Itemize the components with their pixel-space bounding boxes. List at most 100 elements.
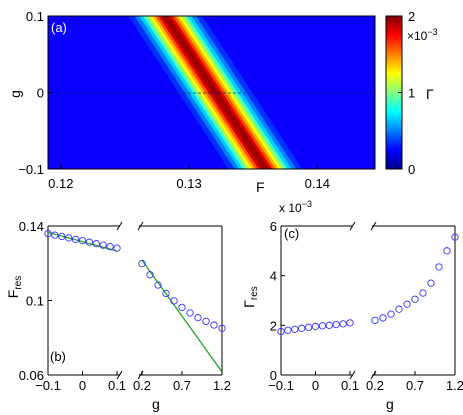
x-tick-label: 0.13 bbox=[176, 176, 201, 191]
data-point bbox=[71, 235, 80, 244]
data-point bbox=[298, 324, 306, 332]
data-point bbox=[332, 320, 340, 329]
data-point bbox=[210, 321, 218, 329]
data-point bbox=[58, 232, 66, 241]
x-tick-label: 0.7 bbox=[173, 378, 191, 393]
x-tick-label: 0.2 bbox=[366, 378, 384, 393]
data-point bbox=[138, 259, 146, 268]
data-point bbox=[92, 240, 100, 248]
data-point bbox=[427, 279, 435, 287]
colorbar-ticks: 2 1 0 bbox=[398, 9, 415, 177]
data-point bbox=[411, 295, 419, 303]
y-tick-label: 0 bbox=[37, 86, 44, 101]
panel-a: 0.12 0.13 0.14 0.10−0.1 (a) F g 210 ×10−3 … bbox=[7, 9, 438, 195]
data-point bbox=[51, 231, 59, 239]
panel-c-exponent: x 10−3 bbox=[279, 199, 312, 215]
y-tick-label: 0.1 bbox=[26, 9, 44, 24]
data-point bbox=[99, 241, 107, 249]
panel-b-points bbox=[44, 229, 226, 332]
data-point bbox=[379, 314, 387, 322]
colorbar-tick-label: 0 bbox=[408, 162, 415, 177]
data-point bbox=[387, 310, 395, 318]
colorbar-tick-label: 1 bbox=[408, 86, 415, 101]
data-point bbox=[419, 289, 427, 297]
data-point bbox=[395, 305, 403, 313]
panel-b-y-axis-label: Fres bbox=[5, 276, 24, 298]
data-point bbox=[435, 263, 443, 271]
x-tick-label: 0.12 bbox=[48, 176, 73, 191]
data-point bbox=[154, 281, 162, 289]
heatmap-ridge bbox=[128, 16, 303, 169]
y-tick-label: 4 bbox=[270, 269, 277, 284]
x-tick-label: 0 bbox=[79, 378, 86, 393]
y-tick-label: −0.1 bbox=[18, 162, 44, 177]
colorbar-label: Γ bbox=[426, 86, 434, 102]
axis-break-mark bbox=[137, 221, 144, 231]
x-tick-label: −0.1 bbox=[268, 378, 294, 393]
data-point bbox=[78, 237, 87, 245]
data-point bbox=[311, 322, 320, 331]
data-point bbox=[284, 326, 292, 334]
x-tick-label: 0 bbox=[312, 378, 319, 393]
x-tick-label: −0.1 bbox=[35, 378, 61, 393]
reference-line bbox=[141, 259, 223, 373]
colorbar-tick-label: 2 bbox=[408, 9, 415, 24]
heatmap-y-ticks: 0.1 0 −0.1 bbox=[18, 9, 52, 177]
panel-c-x-axis-label: g bbox=[386, 396, 394, 412]
ridge-band bbox=[161, 16, 270, 169]
axis-break-mark bbox=[349, 221, 356, 231]
colorbar-exponent: ×10−3 bbox=[407, 27, 438, 43]
panel-b-axes bbox=[47, 221, 223, 380]
panel-b-x-axis-label: g bbox=[152, 396, 160, 412]
data-point bbox=[85, 238, 94, 246]
data-point bbox=[202, 317, 210, 326]
data-point bbox=[106, 243, 114, 251]
y-tick-label: 6 bbox=[270, 219, 277, 234]
panel-b: −0.1 0 0.1 0.2 0.7 1.2 0.14 0.1 0.06 (b) g Fres bbox=[5, 219, 231, 412]
x-tick-label: 0.7 bbox=[406, 378, 424, 393]
data-point bbox=[162, 289, 170, 298]
heatmap-panel-label: (a) bbox=[51, 20, 67, 35]
y-tick-label: 0 bbox=[270, 368, 277, 383]
data-point bbox=[113, 244, 121, 252]
data-point bbox=[339, 320, 347, 328]
data-point bbox=[304, 323, 313, 331]
data-point bbox=[291, 325, 299, 333]
panel-c-label: (c) bbox=[284, 226, 299, 241]
y-tick-label: 0.14 bbox=[19, 219, 44, 234]
panel-c-y-axis-label: Γres bbox=[241, 286, 260, 308]
data-point bbox=[451, 233, 459, 241]
x-tick-label: 0.2 bbox=[133, 378, 151, 393]
data-point bbox=[178, 303, 186, 312]
data-point bbox=[277, 327, 285, 336]
axis-break-mark bbox=[116, 370, 123, 380]
x-tick-label: 0.14 bbox=[305, 176, 330, 191]
data-point bbox=[325, 321, 333, 329]
panel-b-lines bbox=[47, 231, 223, 373]
panel-c-axes bbox=[280, 221, 456, 380]
data-point bbox=[371, 316, 379, 325]
heatmap-x-axis-label: F bbox=[256, 179, 265, 195]
data-point bbox=[218, 324, 226, 332]
heatmap-x-ticks: 0.12 0.13 0.14 bbox=[48, 165, 330, 191]
data-point bbox=[346, 319, 354, 327]
x-tick-label: 0.1 bbox=[108, 378, 126, 393]
axis-break-mark bbox=[349, 370, 356, 380]
data-point bbox=[194, 313, 202, 322]
x-tick-label: 1.2 bbox=[213, 378, 231, 393]
panel-b-label: (b) bbox=[50, 349, 66, 364]
y-tick-label: 0.06 bbox=[19, 368, 44, 383]
x-tick-label: 1.2 bbox=[446, 378, 463, 393]
y-tick-label: 0.1 bbox=[26, 294, 44, 309]
data-point bbox=[186, 309, 194, 317]
axis-break-mark bbox=[370, 221, 377, 231]
data-point bbox=[403, 300, 411, 308]
data-point bbox=[318, 322, 327, 330]
data-point bbox=[443, 247, 451, 255]
panel-c-points bbox=[277, 233, 459, 336]
data-point bbox=[170, 297, 178, 305]
axis-break-mark bbox=[116, 221, 123, 231]
